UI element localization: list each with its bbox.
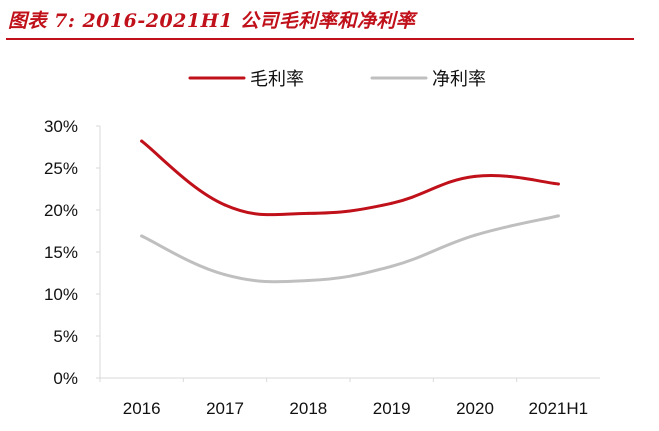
y-tick-label: 15% bbox=[44, 243, 78, 262]
data-point-2017 bbox=[223, 273, 227, 277]
y-tick-label: 20% bbox=[44, 201, 78, 220]
data-point-2018 bbox=[306, 211, 310, 215]
y-axis: 0% 5% 10% 15% 20% 25% 30% bbox=[44, 117, 101, 388]
chart-legend: 毛利率 净利率 bbox=[188, 69, 486, 90]
data-point-2016 bbox=[140, 234, 144, 238]
x-axis: 2016 2017 2018 2019 2020 2021H1 bbox=[99, 377, 600, 418]
y-tick-label: 25% bbox=[44, 159, 78, 178]
title-divider bbox=[6, 38, 634, 40]
series-1 bbox=[140, 139, 560, 217]
y-tick-label: 10% bbox=[44, 285, 78, 304]
series-line-1 bbox=[140, 139, 560, 217]
x-tick-label: 2020 bbox=[456, 399, 494, 418]
x-tick-label: 2019 bbox=[373, 399, 411, 418]
series-line-2 bbox=[140, 214, 560, 284]
legend-label: 净利率 bbox=[432, 69, 486, 90]
data-point-2021h1 bbox=[556, 182, 560, 186]
data-point-2017 bbox=[223, 203, 227, 207]
data-point-2020 bbox=[473, 174, 477, 178]
data-point-2019 bbox=[390, 201, 394, 205]
series-lines bbox=[140, 139, 560, 284]
y-tick-label: 5% bbox=[53, 327, 78, 346]
data-point-2018 bbox=[306, 279, 310, 283]
x-tick-label: 2017 bbox=[206, 399, 244, 418]
y-tick-label: 0% bbox=[53, 369, 78, 388]
data-point-2021h1 bbox=[556, 214, 560, 218]
data-point-2019 bbox=[390, 264, 394, 268]
x-tick-label: 2021H1 bbox=[529, 399, 589, 418]
data-point-2016 bbox=[140, 139, 144, 143]
x-tick-label: 2018 bbox=[289, 399, 327, 418]
figure-title: 图表 7: 2016-2021H1 公司毛利率和净利率 bbox=[8, 10, 416, 32]
legend-label: 毛利率 bbox=[250, 69, 304, 90]
y-tick-label: 30% bbox=[44, 117, 78, 136]
series-2 bbox=[140, 214, 560, 284]
data-point-2020 bbox=[473, 233, 477, 237]
legend-item-2: 净利率 bbox=[370, 69, 486, 90]
x-tick-label: 2016 bbox=[123, 399, 161, 418]
legend-item-1: 毛利率 bbox=[188, 69, 304, 90]
